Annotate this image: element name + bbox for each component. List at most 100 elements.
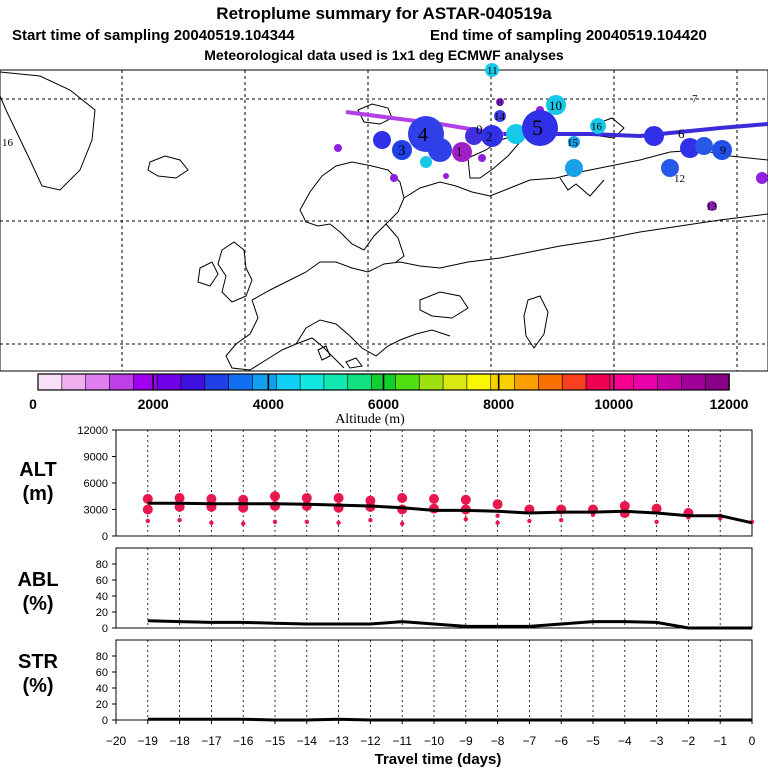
cluster-marker	[494, 110, 506, 122]
cluster-marker	[465, 127, 483, 145]
colorbar-swatch	[466, 373, 492, 391]
colorbar-swatch	[323, 373, 349, 391]
colorbar-swatch	[657, 373, 683, 391]
series-line	[147, 717, 752, 722]
x-tick-label: −1	[713, 734, 727, 748]
cluster-point	[241, 521, 246, 526]
cluster-label: 16	[591, 121, 603, 133]
figure-title: Retroplume summary for ASTAR-040519a	[216, 4, 552, 23]
map-panel: 11 8 14 10 7 3 4 0 2 5 16 15 6 12 9 13 1…	[0, 63, 768, 372]
y-tick-label: 6000	[84, 478, 108, 490]
y-tick-label: 0	[102, 531, 108, 543]
cluster-marker	[373, 131, 391, 149]
colorbar-tick-label: 0	[29, 396, 37, 412]
cluster-label: 3	[398, 143, 406, 159]
map-edge-label: 16	[2, 137, 14, 149]
panel-ylabel: STR	[18, 651, 59, 673]
y-tick-label: 60	[96, 667, 108, 679]
x-tick-label: −4	[618, 734, 632, 748]
y-tick-label: 0	[102, 623, 108, 635]
cluster-marker	[546, 95, 566, 115]
x-axis-label: Travel time (days)	[375, 751, 502, 768]
map-cluster-labels: 11 8 14 10 7 3 4 0 2 5 16 15 6 12 9 13 1	[398, 65, 726, 213]
series-line	[147, 619, 752, 630]
cluster-marker	[644, 126, 664, 146]
x-tick-label: −9	[459, 734, 473, 748]
cluster-point	[174, 493, 185, 504]
colorbar-swatch	[204, 373, 230, 391]
colorbar-tick-label: 2000	[138, 396, 169, 412]
cluster-point	[495, 513, 500, 518]
cluster-label: 6	[678, 126, 685, 141]
cluster-marker	[590, 118, 606, 134]
y-tick-label: 60	[96, 575, 108, 587]
colorbar-swatch	[228, 373, 254, 391]
colorbar-tick-label: 8000	[483, 396, 514, 412]
colorbar-swatch	[395, 373, 421, 391]
cluster-marker	[661, 159, 679, 177]
y-tick-label: 80	[96, 559, 108, 571]
cluster-label: 2	[486, 129, 493, 144]
cluster-point	[304, 519, 309, 525]
cluster-point	[238, 494, 249, 505]
x-tick-label: −13	[328, 734, 349, 748]
colorbar-tick-label: 10000	[594, 396, 633, 412]
x-tick-label: −2	[682, 734, 696, 748]
cluster-marker	[420, 156, 432, 168]
colorbar-tick-label: 6000	[368, 396, 399, 412]
colorbar-swatch	[585, 373, 611, 391]
cluster-point	[206, 493, 217, 504]
x-tick-label: −7	[523, 734, 537, 748]
colorbar-label: Altitude (m)	[335, 412, 405, 427]
cluster-marker	[452, 142, 472, 162]
cluster-label: 9	[720, 143, 726, 157]
y-tick-label: 40	[96, 683, 108, 695]
x-tick-label: −8	[491, 734, 505, 748]
colorbar-swatch	[681, 373, 706, 391]
cluster-label: 0	[476, 122, 483, 137]
cluster-point	[209, 520, 214, 525]
cluster-point	[619, 508, 630, 519]
cluster-marker	[485, 63, 499, 77]
y-tick-label: 20	[96, 607, 108, 619]
start-time-text: Start time of sampling 20040519.104344	[12, 27, 295, 44]
y-tick-label: 40	[96, 591, 108, 603]
colorbar-swatch	[514, 373, 540, 391]
cluster-marker	[712, 140, 732, 160]
cluster-point	[336, 520, 341, 525]
x-tick-label: 0	[749, 734, 756, 748]
cluster-point	[368, 517, 373, 523]
cluster-marker	[522, 110, 558, 146]
colorbar-swatch	[704, 373, 730, 391]
cluster-point	[492, 499, 503, 510]
x-tick-label: −16	[233, 734, 254, 748]
cluster-marker	[568, 136, 580, 148]
cluster-label: 4	[418, 124, 428, 146]
y-tick-label: 9000	[84, 452, 108, 464]
colorbar-tick-label: 4000	[253, 396, 284, 412]
cluster-label: 5	[532, 115, 543, 140]
cluster-marker	[390, 174, 398, 182]
cluster-label: 15	[567, 137, 579, 149]
colorbar-swatch	[418, 373, 444, 391]
cluster-point	[654, 519, 659, 525]
colorbar-swatch	[109, 373, 135, 391]
panel-ylabel: ABL	[17, 569, 58, 591]
cluster-label: 12	[674, 173, 685, 185]
colorbar-swatch	[85, 373, 111, 391]
colorbar-swatch	[299, 373, 325, 391]
cluster-marker	[443, 173, 449, 179]
x-tick-label: −3	[650, 734, 664, 748]
cluster-label: 14	[494, 111, 506, 123]
colorbar-swatch	[633, 373, 659, 391]
cluster-marker	[392, 140, 412, 160]
cluster-point	[272, 519, 278, 525]
colorbar-swatch	[442, 373, 468, 391]
cluster-point	[495, 520, 500, 525]
x-tick-label: −10	[424, 734, 445, 748]
series-line	[147, 501, 753, 525]
x-tick-label: −5	[586, 734, 600, 748]
panel-ylabel: ALT	[19, 459, 56, 481]
cluster-point	[301, 500, 312, 511]
